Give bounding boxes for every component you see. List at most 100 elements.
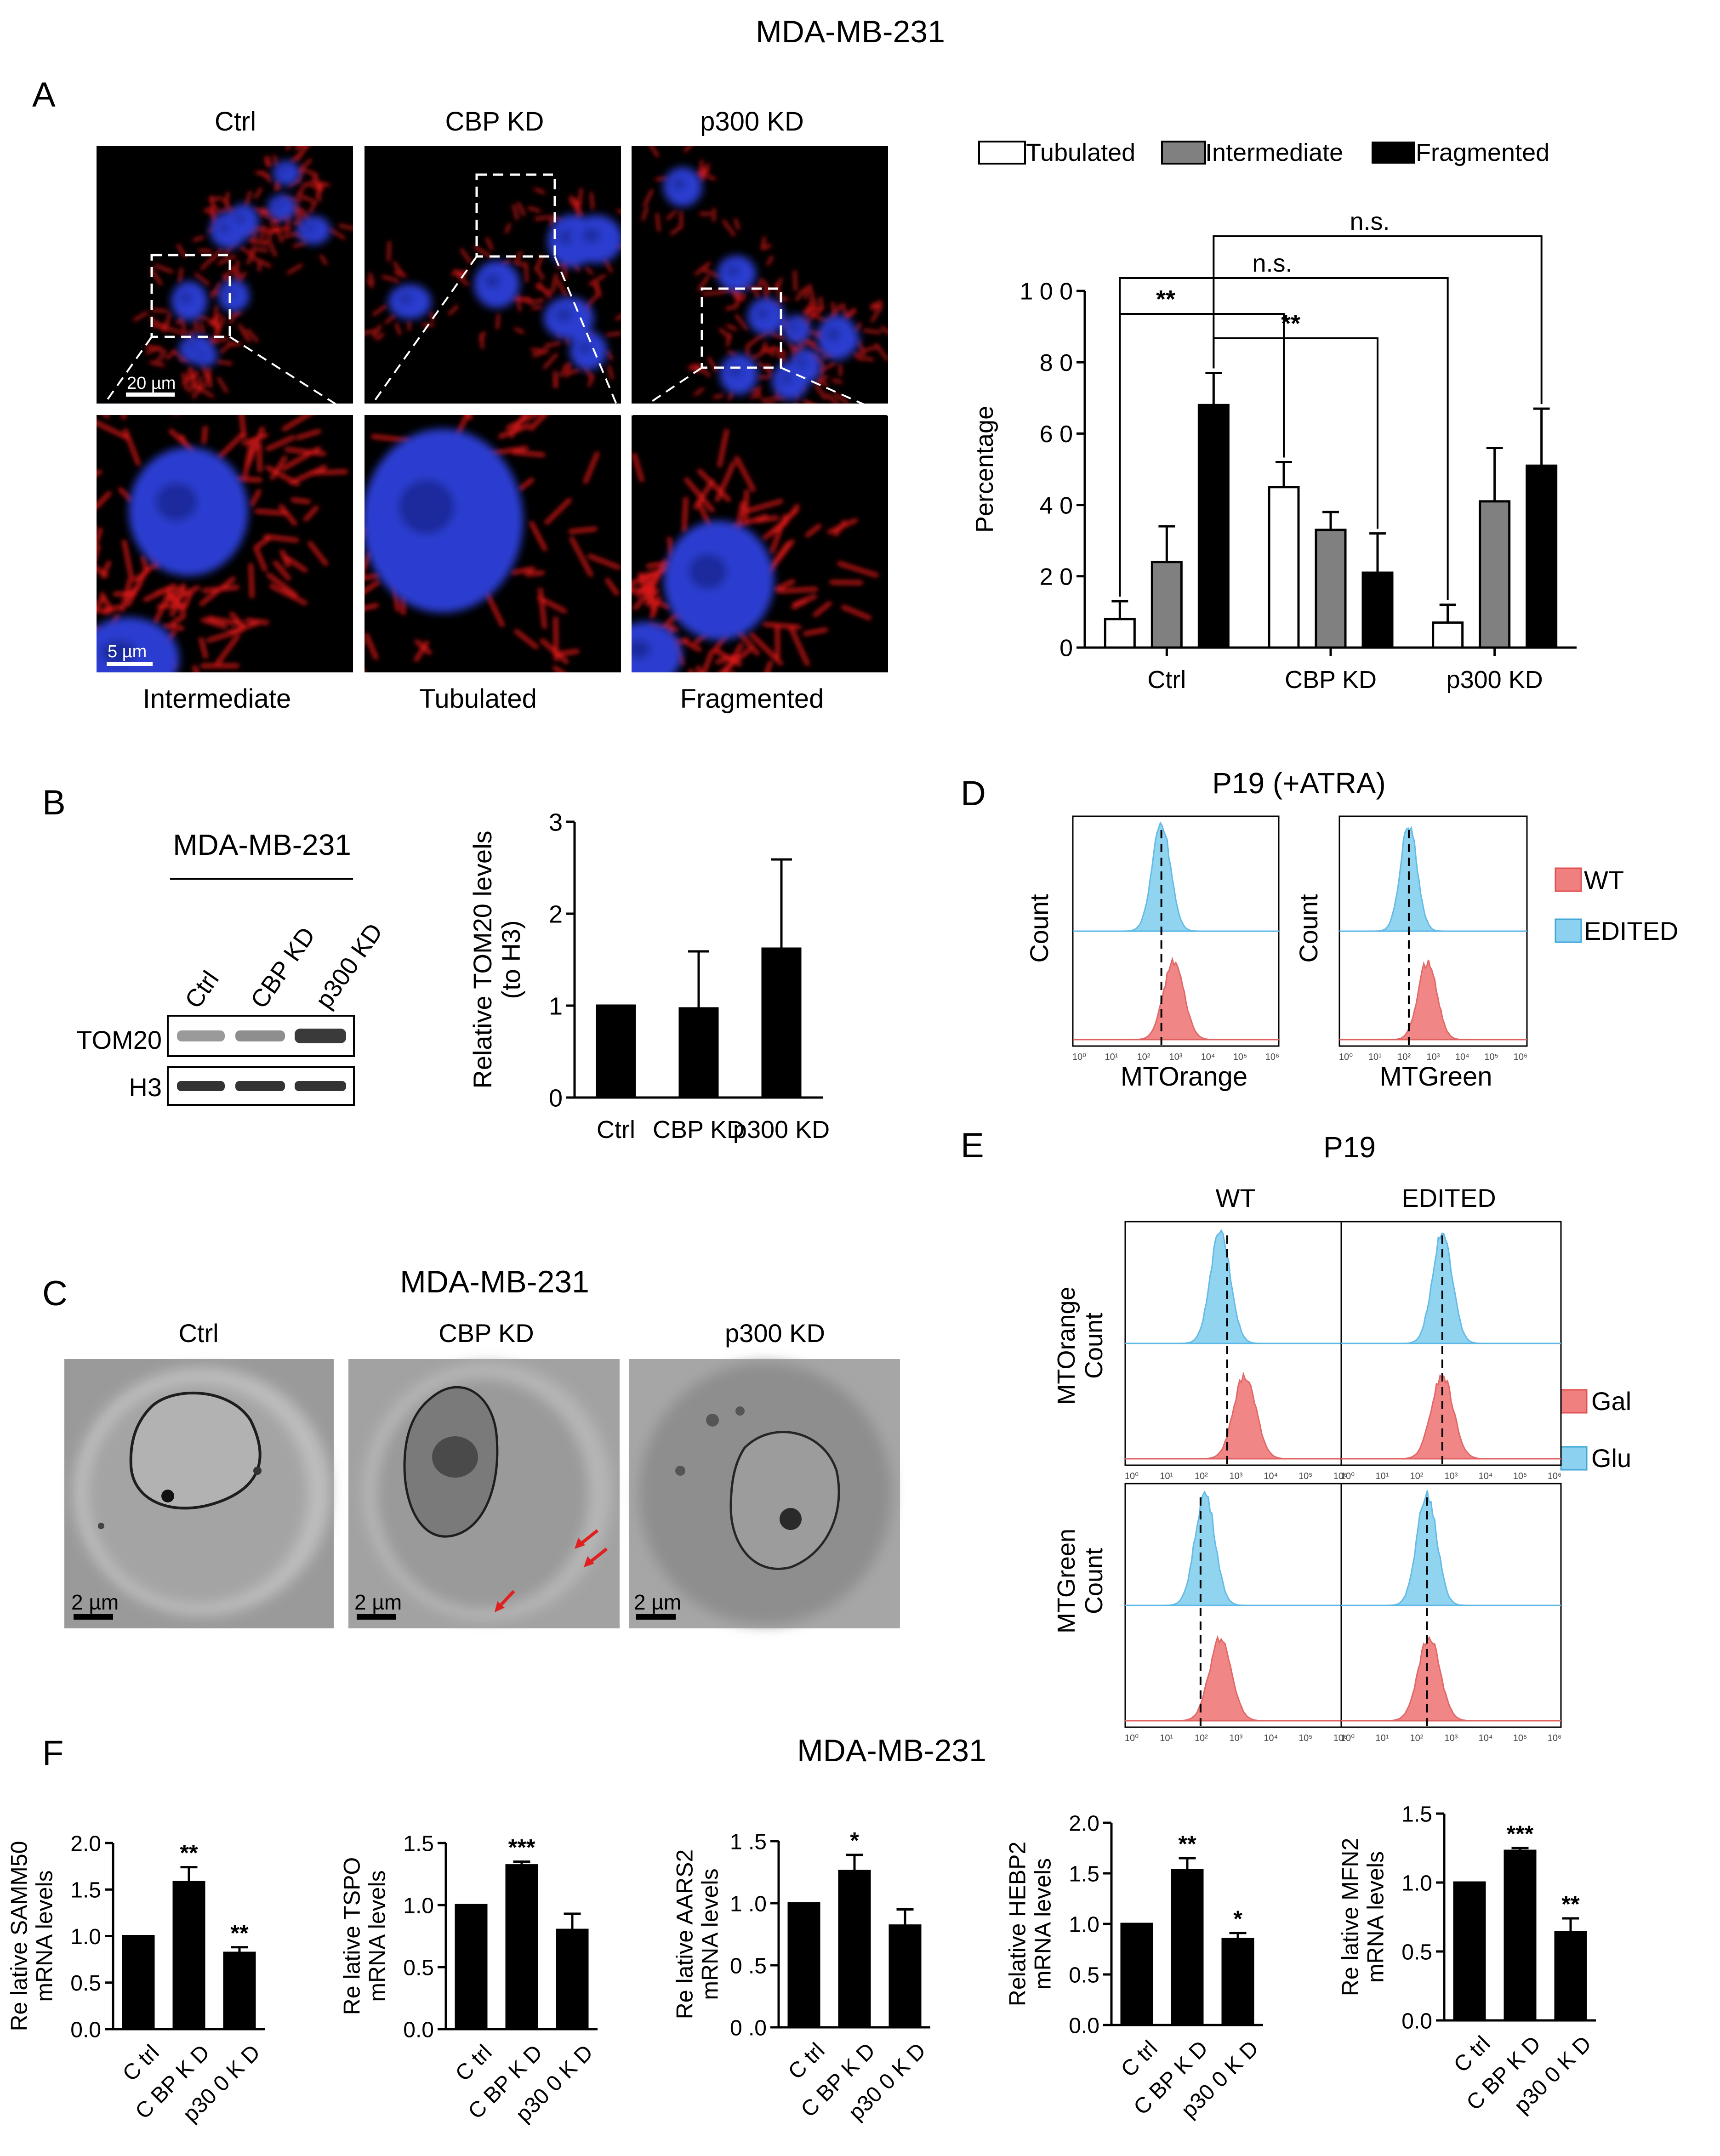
x-tick-label: 10⁶	[1333, 1733, 1347, 1743]
em-scale-label: 2 µm	[634, 1590, 681, 1614]
red-arrow	[579, 1529, 599, 1546]
panel-e-row-mtorange: MTOrange	[1053, 1286, 1080, 1405]
y-tick-label: 1.5	[1069, 1862, 1099, 1886]
y-tick-label: 0.5	[1401, 1940, 1432, 1964]
legend-swatch-edited	[1555, 918, 1582, 943]
significance-label: **	[1561, 1891, 1580, 1917]
bar	[122, 1935, 155, 2031]
significance-bracket	[1119, 277, 1449, 600]
x-tick-label: C trl	[451, 2040, 497, 2086]
panel-d-title: P19 (+ATRA)	[1212, 767, 1386, 800]
x-tick-label: 10⁴	[1264, 1471, 1278, 1481]
x-tick-label: 10⁶	[1514, 1052, 1527, 1062]
y-tick-label: 8 0	[1040, 350, 1073, 376]
bar	[556, 1928, 589, 2031]
panel-e: P19 WT EDITED MTOrange Count MTGreen Cou…	[1053, 1131, 1631, 1743]
bar	[1504, 1849, 1537, 2022]
blot-band	[177, 1081, 225, 1091]
x-tick-label: 10⁰	[1341, 1471, 1355, 1481]
panel-e-row-mtgreen: MTGreen	[1053, 1529, 1080, 1633]
bar	[596, 1004, 636, 1099]
mrna-chart: 0.0 0.5 1.0 1.5 Re lative TSPOmRNA levels C t…	[339, 1832, 598, 2127]
y-tick-label: 1 .5	[730, 1830, 767, 1854]
y-tick-label: 0.0	[70, 2018, 101, 2042]
panel-e-col-wt: WT	[1215, 1183, 1255, 1212]
y-axis-label: Re lative TSPOmRNA levels	[339, 1857, 390, 2015]
significance-label: n.s.	[1252, 250, 1292, 277]
significance-label: **	[1156, 285, 1175, 313]
x-tick-label: 10³	[1427, 1052, 1440, 1062]
significance-label: *	[1233, 1906, 1242, 1932]
red-arrow	[588, 1547, 608, 1564]
x-tick-label: 10⁵	[1233, 1052, 1247, 1062]
y-tick-label: 4 0	[1040, 492, 1073, 519]
panel-d-xlabel-mtgreen: MTGreen	[1380, 1062, 1492, 1092]
x-tick-label: 10¹	[1368, 1052, 1382, 1062]
bar	[787, 1902, 820, 2029]
y-axis-label: Re lative MFN2mRNA levels	[1338, 1838, 1389, 1997]
col-header-ctrl: Ctrl	[215, 107, 256, 137]
em-scale-bar	[636, 1614, 676, 1620]
bar	[1432, 621, 1464, 649]
y-tick-label: 2.0	[70, 1832, 101, 1856]
y-tick-label: 0 .0	[730, 2016, 767, 2040]
micrograph-zoom-tubulated	[365, 415, 621, 672]
x-tick-label: CBP KD	[1285, 666, 1377, 694]
x-tick-label: 10¹	[1376, 1471, 1389, 1481]
y-tick-label: 0	[1059, 635, 1073, 662]
panel-f: MDA-MB-231 0.0 0.5 1.0 1.5 2.0 Re lative SAMM…	[6, 1733, 1596, 2127]
bar	[505, 1864, 538, 2031]
y-tick-label: 1 .0	[730, 1892, 767, 1916]
legend-swatch-intermediate	[1161, 141, 1206, 165]
mrna-chart: 0.0 0.5 1.0 1.5 2.0 Re lative SAMM50mRNA leve…	[6, 1832, 265, 2127]
significance-label: ***	[1507, 1820, 1534, 1847]
red-arrowhead	[495, 1601, 505, 1612]
x-tick-label: Ctrl	[1147, 666, 1186, 694]
x-tick-label: 10¹	[1105, 1052, 1118, 1062]
x-tick-label: 10²	[1410, 1471, 1424, 1481]
row-label-tubulated: Tubulated	[419, 684, 537, 714]
mrna-chart: 0 .0 0 .5 1 .0 1 .5 Re lative AARS2mRNA leve…	[672, 1827, 931, 2125]
bar	[1104, 618, 1136, 649]
x-tick-label: 10³	[1230, 1733, 1243, 1743]
significance-label: ***	[508, 1834, 535, 1860]
col-header-cbp-kd: CBP KD	[445, 107, 544, 137]
legend-swatch-fragmented	[1372, 142, 1415, 164]
row-label-intermediate: Intermediate	[143, 684, 291, 714]
y-tick-label: 0.0	[1069, 2014, 1099, 2038]
x-tick-label: 10³	[1445, 1733, 1458, 1743]
bar	[1221, 1938, 1254, 2026]
x-tick-label: 10⁴	[1479, 1471, 1493, 1481]
significance-bracket	[1213, 235, 1543, 404]
blot-band	[235, 1030, 285, 1041]
x-tick-label: 10⁰	[1341, 1733, 1355, 1743]
em-image-ctrl	[64, 1359, 334, 1628]
significance-label: **	[230, 1920, 249, 1946]
significance-label: n.s.	[1350, 208, 1390, 235]
y-tick-label: 1.5	[70, 1878, 101, 1903]
y-tick-label: 2 0	[1040, 564, 1073, 591]
x-tick-label: 10²	[1137, 1052, 1150, 1062]
significance-label: **	[1178, 1831, 1196, 1857]
legend-label-wt: WT	[1584, 865, 1624, 894]
bar	[1197, 404, 1230, 649]
x-tick-label: 10⁵	[1484, 1052, 1498, 1062]
x-tick-label: 10⁵	[1299, 1471, 1313, 1481]
y-tick-label: 1.0	[70, 1925, 101, 1949]
x-tick-label: 10²	[1195, 1733, 1208, 1743]
bar	[678, 1007, 719, 1099]
x-tick-label: 10⁵	[1513, 1471, 1527, 1481]
x-tick-label: Ctrl	[597, 1116, 635, 1143]
scale-bar-5um	[107, 662, 153, 666]
x-tick-label: 10⁶	[1548, 1471, 1561, 1481]
y-tick-label: 6 0	[1040, 421, 1073, 448]
bar	[1315, 529, 1347, 649]
significance-label: **	[180, 1840, 198, 1866]
y-tick-label: 0 .5	[730, 1954, 767, 1978]
y-axis-label: Re lative AARS2mRNA levels	[672, 1849, 723, 2019]
micrograph-ctrl	[97, 146, 353, 404]
y-tick-label: 2	[549, 900, 563, 928]
histogram-mtorange-edited: 10⁰ 10¹ 10² 10³ 10⁴ 10⁵ 10⁶	[1340, 1221, 1562, 1481]
y-tick-label: 0.0	[403, 2018, 434, 2042]
y-axis-label: Re lative SAMM50mRNA levels	[6, 1841, 57, 2031]
